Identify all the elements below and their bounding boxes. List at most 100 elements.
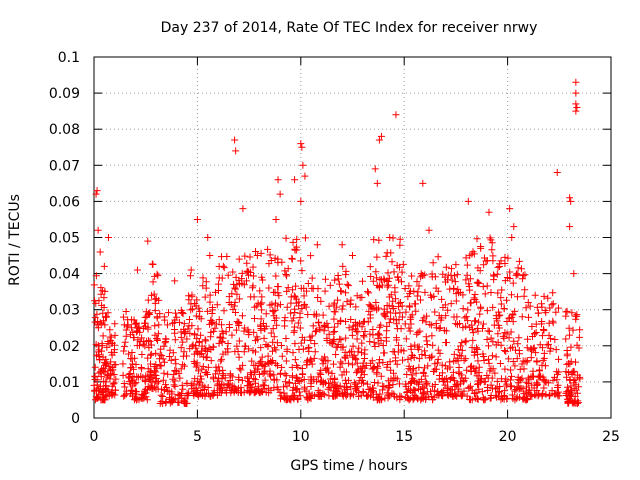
data-point bbox=[265, 359, 273, 367]
data-point bbox=[412, 307, 420, 315]
data-point bbox=[321, 287, 329, 295]
data-point bbox=[523, 358, 531, 366]
data-point bbox=[373, 306, 381, 314]
data-point bbox=[448, 386, 456, 394]
data-point bbox=[497, 257, 505, 265]
data-point bbox=[186, 329, 194, 337]
data-point bbox=[190, 358, 198, 366]
data-point bbox=[171, 336, 179, 344]
data-point bbox=[175, 391, 183, 399]
data-point bbox=[121, 391, 129, 399]
data-point bbox=[248, 383, 256, 391]
data-point bbox=[504, 254, 512, 262]
data-point bbox=[235, 373, 243, 381]
data-point bbox=[361, 350, 369, 358]
y-tick-label: 0.01 bbox=[49, 375, 80, 391]
data-point bbox=[298, 143, 306, 151]
data-point bbox=[576, 373, 584, 381]
data-point bbox=[394, 348, 402, 356]
data-point bbox=[121, 383, 129, 391]
data-point bbox=[277, 341, 285, 349]
data-point bbox=[513, 293, 521, 301]
data-point bbox=[411, 300, 419, 308]
data-point bbox=[350, 351, 358, 359]
data-point bbox=[276, 190, 284, 198]
data-point bbox=[270, 333, 278, 341]
data-point bbox=[223, 383, 231, 391]
data-point bbox=[159, 376, 167, 384]
data-point bbox=[421, 288, 429, 296]
data-point bbox=[229, 305, 237, 313]
data-point bbox=[339, 302, 347, 310]
data-point bbox=[491, 369, 499, 377]
data-point bbox=[353, 327, 361, 335]
data-point bbox=[120, 379, 128, 387]
x-tick-label: 5 bbox=[193, 429, 202, 445]
data-point bbox=[407, 342, 415, 350]
data-point bbox=[146, 337, 154, 345]
data-point bbox=[319, 311, 327, 319]
data-point bbox=[495, 387, 503, 395]
data-point bbox=[152, 368, 160, 376]
data-point bbox=[216, 333, 224, 341]
data-point bbox=[288, 255, 296, 263]
data-point bbox=[487, 236, 495, 244]
data-point bbox=[232, 387, 240, 395]
data-point bbox=[249, 263, 257, 271]
data-point bbox=[282, 372, 290, 380]
data-point bbox=[502, 348, 510, 356]
data-point bbox=[292, 373, 300, 381]
data-point bbox=[193, 361, 201, 369]
data-point bbox=[538, 344, 546, 352]
data-point bbox=[291, 245, 299, 253]
data-point bbox=[511, 362, 519, 370]
data-point bbox=[442, 327, 450, 335]
data-point bbox=[199, 391, 207, 399]
data-point bbox=[509, 357, 517, 365]
data-point bbox=[429, 341, 437, 349]
data-point bbox=[101, 313, 109, 321]
data-point bbox=[245, 387, 253, 395]
data-point bbox=[270, 371, 278, 379]
data-point bbox=[395, 316, 403, 324]
data-point bbox=[202, 278, 210, 286]
data-point bbox=[193, 296, 201, 304]
data-point bbox=[490, 272, 498, 280]
data-point bbox=[360, 332, 368, 340]
data-point bbox=[133, 373, 141, 381]
data-point bbox=[165, 309, 173, 317]
data-point bbox=[358, 339, 366, 347]
y-tick-label: 0.07 bbox=[49, 158, 80, 174]
data-point bbox=[493, 377, 501, 385]
data-point bbox=[224, 271, 232, 279]
data-point bbox=[313, 310, 321, 318]
data-point bbox=[231, 348, 239, 356]
data-point bbox=[197, 331, 205, 339]
data-point bbox=[317, 297, 325, 305]
data-point bbox=[464, 306, 472, 314]
data-point bbox=[393, 360, 401, 368]
data-point bbox=[119, 360, 127, 368]
data-point bbox=[262, 310, 270, 318]
data-point bbox=[237, 389, 245, 397]
data-point bbox=[364, 288, 372, 296]
data-point bbox=[417, 375, 425, 383]
data-point bbox=[196, 307, 204, 315]
data-point bbox=[199, 382, 207, 390]
data-point bbox=[214, 280, 222, 288]
data-point bbox=[508, 372, 516, 380]
data-point bbox=[382, 337, 390, 345]
data-point bbox=[509, 395, 517, 403]
data-point bbox=[289, 384, 297, 392]
data-point bbox=[91, 297, 99, 305]
data-point bbox=[409, 366, 417, 374]
data-point bbox=[385, 382, 393, 390]
data-point bbox=[484, 374, 492, 382]
data-point bbox=[283, 272, 291, 280]
data-point bbox=[155, 321, 163, 329]
data-point bbox=[148, 378, 156, 386]
data-point bbox=[563, 373, 571, 381]
data-point bbox=[201, 336, 209, 344]
data-point bbox=[192, 312, 200, 320]
data-point bbox=[402, 380, 410, 388]
